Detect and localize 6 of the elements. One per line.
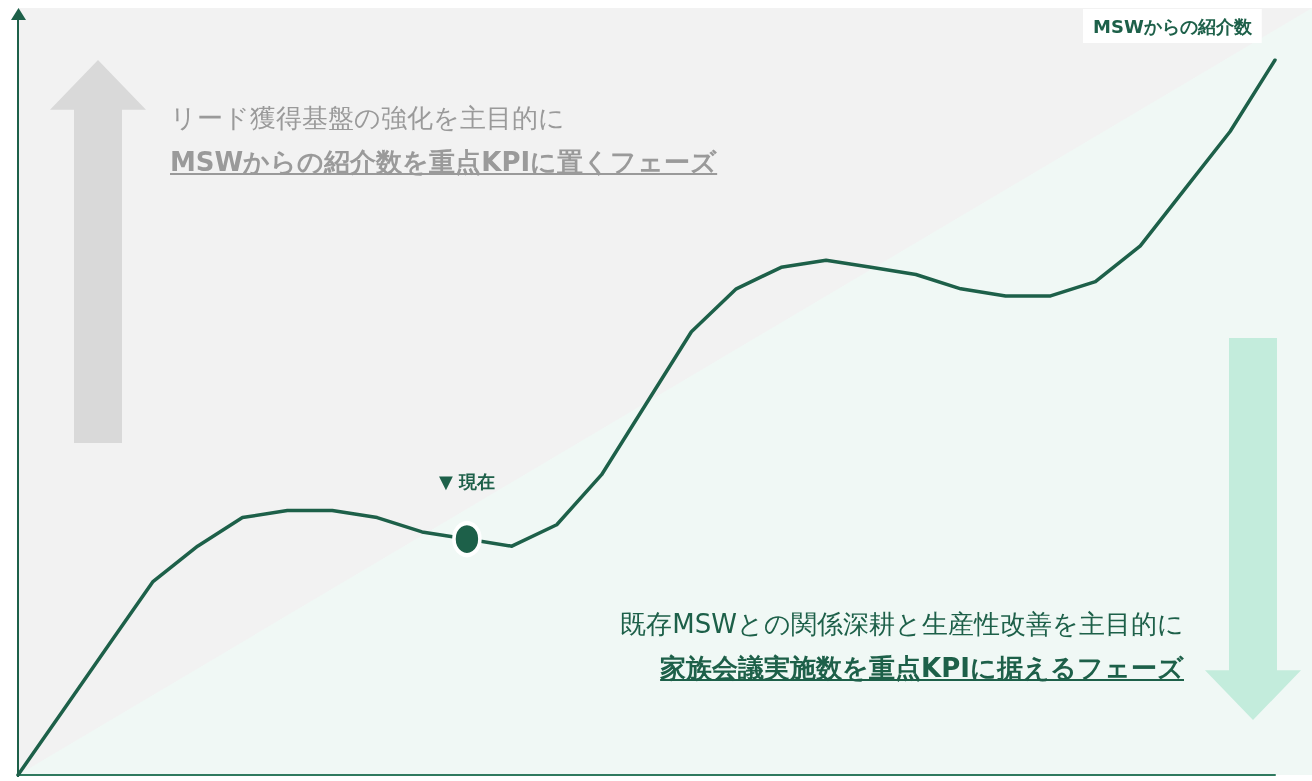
annotation: MSWからの紹介数を重点KPIに置くフェーズ <box>170 146 718 179</box>
annotation: 家族会議実施数を重点KPIに据えるフェーズ <box>659 652 1184 685</box>
annotation: ▼ 現在 <box>438 471 495 493</box>
annotation: 既存MSWとの関係深耕と生産性改善を主目的に <box>620 608 1184 641</box>
annotation: リード獲得基盤の強化を主目的に <box>170 102 566 135</box>
series-label: MSWからの紹介数 <box>1093 15 1253 37</box>
